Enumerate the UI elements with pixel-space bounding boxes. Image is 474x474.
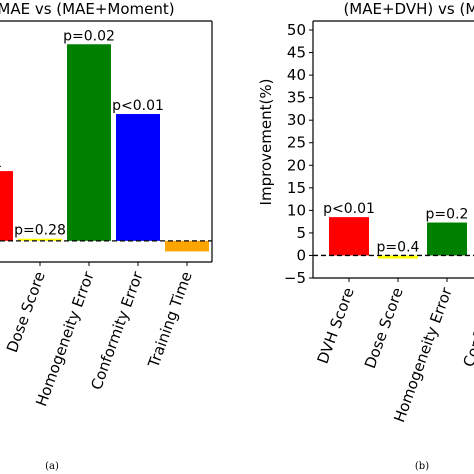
bar-dose-score (378, 255, 418, 259)
x-tick-label: Dose Score (361, 285, 407, 371)
y-tick-label: 15 (287, 179, 306, 197)
chart-b-title: (MAE+DVH) vs (MA (343, 0, 474, 18)
chart-a-title: MAE vs (MAE+Moment) (0, 0, 175, 18)
data-label: p=0.28 (14, 223, 66, 239)
x-tick-label: Training Time (144, 269, 196, 371)
bar-dvh-score (329, 217, 369, 256)
y-tick-label: 30 (287, 111, 306, 129)
data-label: .01 (0, 155, 2, 171)
bar-homogeneity-error (427, 222, 467, 256)
y-tick-label: 25 (287, 134, 306, 152)
y-tick-label: 5 (296, 224, 306, 242)
y-tick-label: −5 (284, 269, 306, 287)
bar-conformity-error (116, 114, 160, 241)
x-tick-label: Dose Score (3, 269, 49, 355)
y-tick-label: 10 (287, 201, 306, 219)
chart-a: MAE vs (MAE+Moment) .01 p=0.28 Dose Score p… (0, 0, 213, 472)
data-label: p=0.2 (426, 207, 469, 223)
data-label: p=0.02 (63, 28, 115, 44)
bar-dose-score (18, 238, 62, 241)
chart-b: (MAE+DVH) vs (MA Improvement(%) p<0.01 DV… (257, 0, 474, 472)
y-tick-label: 40 (287, 66, 306, 84)
x-tick-label: Conformity (459, 285, 474, 369)
data-label: p=0.4 (377, 239, 420, 255)
y-tick-label: 20 (287, 156, 306, 174)
y-tick-label: 50 (287, 21, 306, 39)
y-tick-label: 0 (296, 246, 306, 264)
data-label: p<0.01 (112, 98, 164, 114)
chart-a-caption: (a) (45, 461, 59, 472)
bar-training-time (165, 240, 209, 252)
bar-homogeneity-error (67, 44, 111, 241)
data-label: p<0.01 (323, 201, 375, 217)
x-tick-label: Conformity Error (87, 268, 147, 392)
y-tick-label: 35 (287, 89, 306, 107)
x-tick-label: DVH Score (314, 285, 358, 366)
bar-category-0 (0, 171, 13, 241)
chart-b-caption: (b) (415, 461, 429, 472)
chart-b-y-axis-label: Improvement(%) (257, 79, 275, 206)
y-tick-label: 45 (287, 44, 306, 62)
